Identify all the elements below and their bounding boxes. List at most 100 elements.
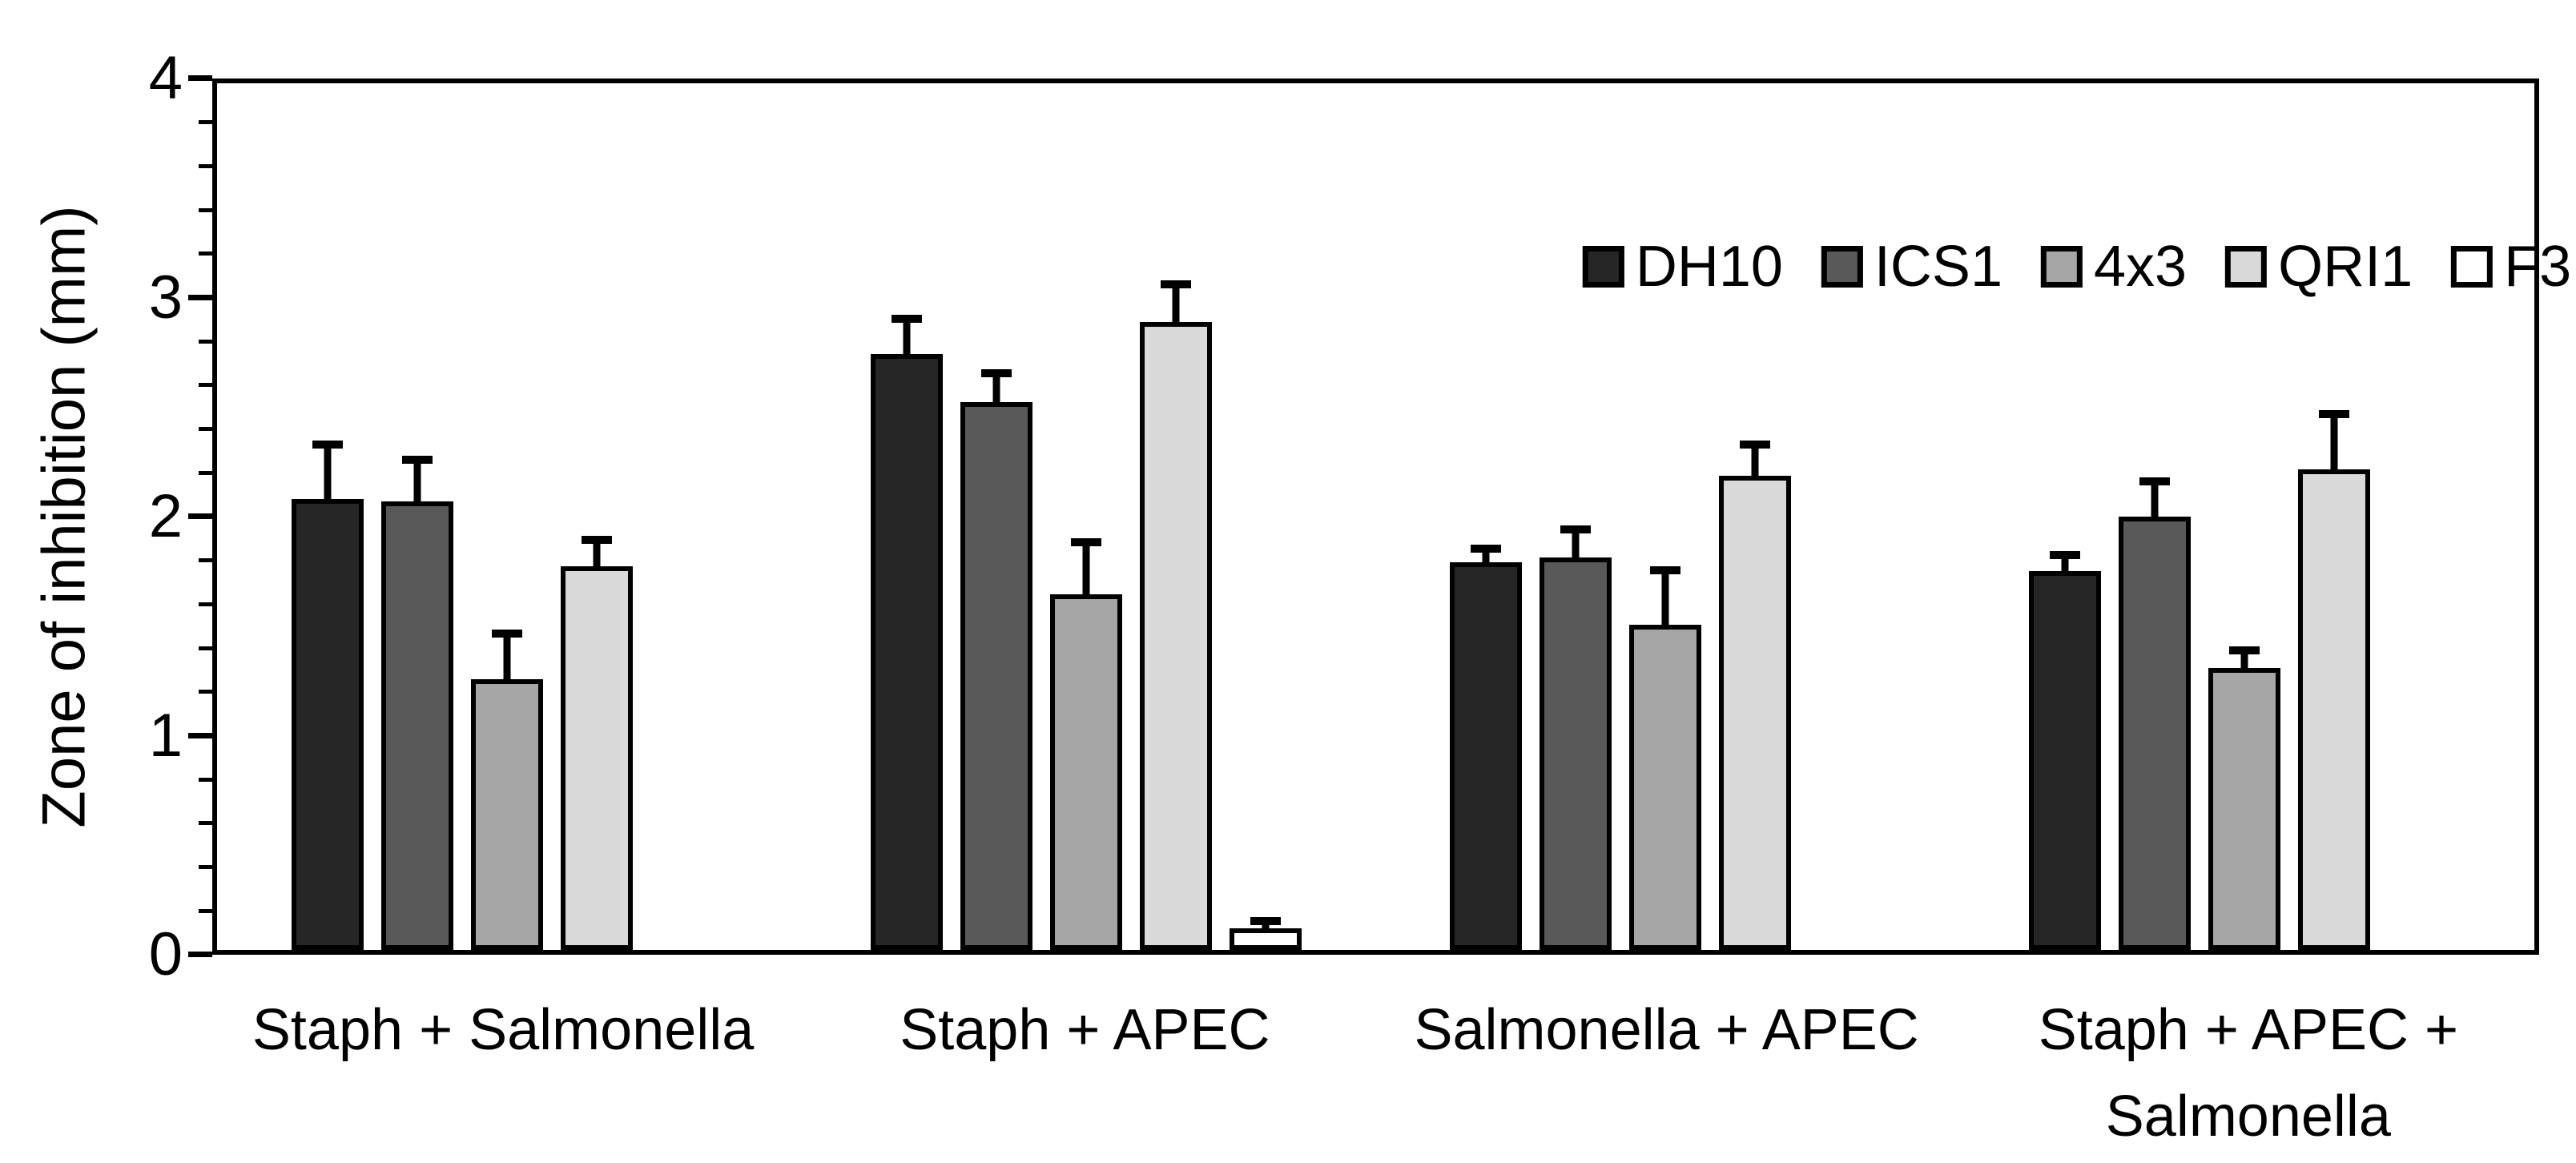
error-bar — [1650, 566, 1681, 630]
bar-slot — [1719, 441, 1792, 950]
error-bar — [2319, 410, 2350, 474]
error-bar — [1471, 545, 1502, 567]
y-minor-tick — [199, 777, 212, 782]
bar-slot — [1450, 545, 1523, 950]
bar-groups — [217, 83, 2534, 950]
error-bar — [2050, 551, 2081, 576]
y-major-tick — [188, 952, 212, 957]
category-label: Staph + APEC + Salmonella — [2038, 998, 2459, 1149]
error-bar — [1250, 917, 1281, 933]
bar-slot — [470, 629, 543, 950]
bar-slot — [560, 536, 633, 950]
error-bar — [401, 456, 433, 507]
bar-QRI1 — [560, 566, 633, 950]
bar-slot — [2119, 477, 2192, 950]
category-label: Staph + Salmonella — [252, 998, 755, 1062]
error-bar — [2139, 477, 2171, 521]
y-minor-tick — [199, 427, 212, 432]
bar-DH10 — [2029, 570, 2102, 950]
bar-group — [1955, 83, 2534, 950]
bar-DH10 — [870, 354, 943, 950]
y-major-tick — [188, 294, 212, 300]
legend: DH10 ICS1 4x3 QRI1 F3 — [1582, 235, 2571, 299]
bar-ICS1 — [960, 401, 1032, 950]
bar-QRI1 — [1139, 321, 1212, 950]
bar-slot — [1139, 280, 1212, 950]
y-minor-tick — [199, 383, 212, 388]
bar-slot — [2298, 410, 2371, 950]
legend-label: 4x3 — [2093, 235, 2188, 299]
error-bar — [1160, 280, 1191, 327]
plot-area: DH10 ICS1 4x3 QRI1 F3 — [212, 78, 2571, 955]
y-minor-tick — [199, 908, 212, 913]
legend-item-4x3: 4x3 — [2040, 235, 2188, 299]
error-bar — [980, 369, 1012, 407]
bar-4x3 — [470, 678, 543, 950]
y-major-tick — [188, 513, 212, 519]
y-minor-tick — [199, 646, 212, 650]
category-label: Staph + APEC — [900, 998, 1270, 1062]
error-bar — [581, 536, 612, 572]
legend-item-QRI1: QRI1 — [2225, 238, 2413, 296]
bar-slot — [2029, 551, 2102, 950]
legend-swatch — [1582, 246, 1624, 288]
y-minor-tick — [199, 339, 212, 344]
legend-swatch — [2225, 246, 2268, 288]
bar-group — [796, 83, 1375, 950]
bar-slot — [1229, 917, 1302, 950]
y-minor-tick — [199, 163, 212, 168]
legend-swatch — [2040, 246, 2083, 288]
bar-ICS1 — [2119, 517, 2192, 950]
y-minor-tick — [199, 821, 212, 826]
bar-slot — [1540, 525, 1612, 950]
error-bar — [491, 629, 522, 684]
bar-slot — [960, 369, 1032, 950]
bar-DH10 — [291, 499, 364, 950]
error-bar — [312, 441, 343, 505]
bar-slot — [2208, 646, 2281, 950]
bar-ICS1 — [380, 501, 453, 950]
legend-swatch — [1821, 246, 1863, 288]
legend-swatch — [2451, 246, 2493, 288]
y-minor-tick — [199, 602, 212, 606]
legend-label: QRI1 — [2278, 235, 2413, 299]
y-minor-tick — [199, 120, 212, 125]
y-tick-label: 4 — [148, 44, 183, 112]
bar-slot — [1629, 566, 1702, 950]
bar-slot — [291, 441, 364, 950]
legend-label: ICS1 — [1874, 235, 2002, 299]
bar-slot — [1049, 538, 1122, 950]
error-bar — [1070, 538, 1101, 600]
error-bar — [1740, 441, 1771, 481]
y-minor-tick — [199, 252, 212, 256]
error-bar — [891, 315, 922, 360]
y-major-tick — [188, 732, 212, 738]
y-tick-label: 3 — [148, 263, 183, 332]
legend-item-DH10: DH10 — [1582, 238, 1783, 296]
bar-4x3 — [1629, 625, 1702, 950]
y-minor-tick — [199, 207, 212, 212]
legend-label: F3 — [2504, 235, 2572, 299]
error-bar — [2229, 646, 2260, 674]
y-minor-tick — [199, 690, 212, 694]
bar-QRI1 — [1719, 475, 1792, 950]
legend-item-F3: F3 — [2451, 238, 2571, 296]
y-minor-tick — [199, 558, 212, 563]
bar-group — [217, 83, 796, 950]
bar-ICS1 — [1540, 557, 1612, 950]
y-tick-label: 1 — [148, 701, 183, 770]
bar-slot — [870, 315, 943, 950]
bar-4x3 — [1049, 594, 1122, 950]
y-tick-label: 2 — [148, 482, 183, 550]
bar-4x3 — [2208, 668, 2281, 950]
y-minor-tick — [199, 865, 212, 870]
bar-DH10 — [1450, 561, 1523, 950]
y-minor-tick — [199, 470, 212, 475]
bar-slot — [380, 456, 453, 950]
x-axis-category-labels: Staph + Salmonella Staph + APEC Salmonella… — [212, 987, 2539, 1160]
bar-group — [1376, 83, 1955, 950]
bar-QRI1 — [2298, 469, 2371, 950]
error-bar — [1560, 525, 1592, 563]
category-label: Salmonella + APEC — [1414, 998, 1919, 1062]
